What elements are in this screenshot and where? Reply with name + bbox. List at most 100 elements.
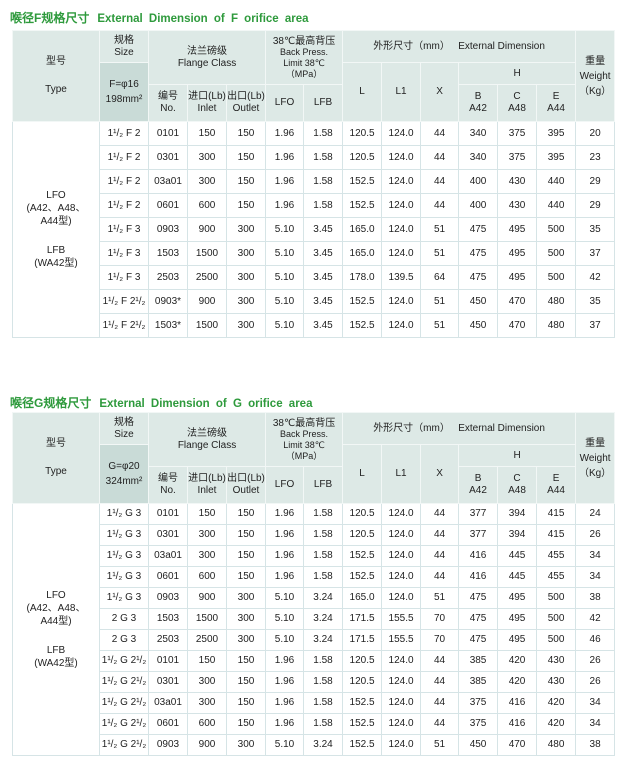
cell-lfb: 3.45: [303, 265, 344, 290]
cell-lfb: 1.58: [303, 121, 344, 146]
cell-l: 120.5: [342, 503, 383, 525]
table-row: 1¹/₂ G 2¹/₂ 0101 150 150 1.96 1.58 120.5 124.0 4…: [13, 650, 616, 672]
cell-e: 420: [536, 713, 577, 735]
cell-l1: 124.0: [381, 313, 422, 338]
cell-lfo: 5.10: [265, 587, 305, 609]
cell-c: 416: [497, 713, 538, 735]
cell-l1: 124.0: [381, 545, 422, 567]
table-row: 1¹/₂ F 2 0301 300 150 1.96 1.58 120.5 124.0 44 34…: [13, 145, 616, 170]
cell-inlet: 300: [187, 692, 227, 714]
cell-e: 430: [536, 650, 577, 672]
cell-l1: 124.0: [381, 671, 422, 693]
table-row: 1¹/₂ G 2¹/₂ 0601 600 150 1.96 1.58 152.5 124.0 4…: [13, 713, 616, 735]
cell-inlet: 150: [187, 503, 227, 525]
cell-x: 44: [420, 671, 460, 693]
cell-spec: 1¹/₂ F 2¹/₂: [99, 289, 149, 314]
cell-x: 51: [420, 289, 460, 314]
cell-b: 475: [458, 587, 499, 609]
cell-lfo: 1.96: [265, 713, 305, 735]
cell-no: 0601: [148, 566, 188, 588]
cell-outlet: 150: [225, 145, 267, 170]
cell-e: 415: [536, 503, 577, 525]
cell-outlet: 300: [225, 313, 267, 338]
cell-l1: 155.5: [381, 608, 422, 630]
cell-lfo: 1.96: [265, 545, 305, 567]
cell-c: 420: [497, 650, 538, 672]
cell-c: 420: [497, 671, 538, 693]
cell-outlet: 150: [225, 503, 267, 525]
cell-b: 340: [458, 121, 499, 146]
cell-inlet: 150: [187, 121, 227, 146]
cell-lfb: 3.24: [303, 734, 344, 756]
flange-class-header: 法兰磅级 Flange Class: [147, 412, 267, 467]
cell-lfo: 5.10: [265, 629, 305, 651]
cell-inlet: 2500: [187, 265, 227, 290]
cell-inlet: 300: [187, 169, 227, 194]
cell-c: 470: [497, 313, 538, 338]
cell-lfo: 5.10: [265, 289, 305, 314]
cell-weight: 23: [575, 145, 616, 170]
cell-l: 120.5: [342, 524, 383, 546]
cell-inlet: 2500: [187, 629, 227, 651]
cell-weight: 35: [575, 289, 616, 314]
cell-x: 70: [420, 629, 460, 651]
cell-inlet: 300: [187, 145, 227, 170]
cell-spec: 1¹/₂ G 3: [99, 566, 149, 588]
cell-e: 395: [536, 145, 577, 170]
table-row: 1¹/₂ G 2¹/₂ 0903 900 300 5.10 3.24 152.5 124.0 5…: [13, 734, 616, 756]
cell-weight: 26: [575, 524, 616, 546]
size-header: 规格 Size: [99, 412, 149, 445]
cell-no: 0101: [148, 121, 188, 146]
dimension-table: 型号 Type 规格 Size 法兰磅级 Flange Class 38℃最高背压 Ba…: [12, 30, 616, 338]
cell-e: 500: [536, 608, 577, 630]
cell-e: 455: [536, 566, 577, 588]
cell-b: 475: [458, 241, 499, 266]
cell-x: 70: [420, 608, 460, 630]
cell-l: 171.5: [342, 608, 383, 630]
cell-weight: 38: [575, 587, 616, 609]
type-lfb: LFB: [46, 645, 66, 656]
cell-e: 430: [536, 671, 577, 693]
cell-outlet: 150: [225, 121, 267, 146]
cell-outlet: 150: [225, 713, 267, 735]
lfb-header: LFB: [303, 466, 344, 504]
cell-no: 0301: [148, 524, 188, 546]
cell-e: 500: [536, 629, 577, 651]
cell-lfo: 5.10: [265, 217, 305, 242]
type-lfb-models: (WA42型): [34, 258, 78, 269]
cell-outlet: 150: [225, 545, 267, 567]
cell-spec: 1¹/₂ F 2: [99, 169, 149, 194]
size-value: F=φ16 198mm²: [99, 62, 149, 122]
cell-b: 377: [458, 503, 499, 525]
lfo-header: LFO: [265, 466, 305, 504]
cell-c: 495: [497, 217, 538, 242]
cell-spec: 1¹/₂ F 3: [99, 241, 149, 266]
cell-no: 2503: [148, 629, 188, 651]
dimension-table: 型号 Type 规格 Size 法兰磅级 Flange Class 38℃最高背压 Ba…: [12, 412, 616, 756]
cell-lfb: 1.58: [303, 650, 344, 672]
type-lfo: LFO: [46, 190, 66, 201]
cell-l: 178.0: [342, 265, 383, 290]
cell-no: 0903: [148, 587, 188, 609]
cell-outlet: 300: [225, 241, 267, 266]
cell-lfo: 1.96: [265, 503, 305, 525]
cell-lfo: 1.96: [265, 650, 305, 672]
cell-l: 152.5: [342, 545, 383, 567]
cell-l1: 139.5: [381, 265, 422, 290]
cell-x: 51: [420, 734, 460, 756]
cell-weight: 35: [575, 217, 616, 242]
cell-e: 500: [536, 217, 577, 242]
cell-c: 416: [497, 692, 538, 714]
l-header: L: [342, 444, 383, 504]
cell-spec: 1¹/₂ G 2¹/₂: [99, 713, 149, 735]
cell-l: 120.5: [342, 121, 383, 146]
cell-lfb: 3.45: [303, 217, 344, 242]
cell-no: 1503: [148, 241, 188, 266]
cell-c: 394: [497, 524, 538, 546]
cell-b: 377: [458, 524, 499, 546]
type-lfo: LFO: [46, 590, 66, 601]
no-header: 编号 No.: [148, 466, 188, 504]
cell-weight: 34: [575, 566, 616, 588]
cell-x: 51: [420, 241, 460, 266]
h-header: H: [458, 444, 577, 467]
